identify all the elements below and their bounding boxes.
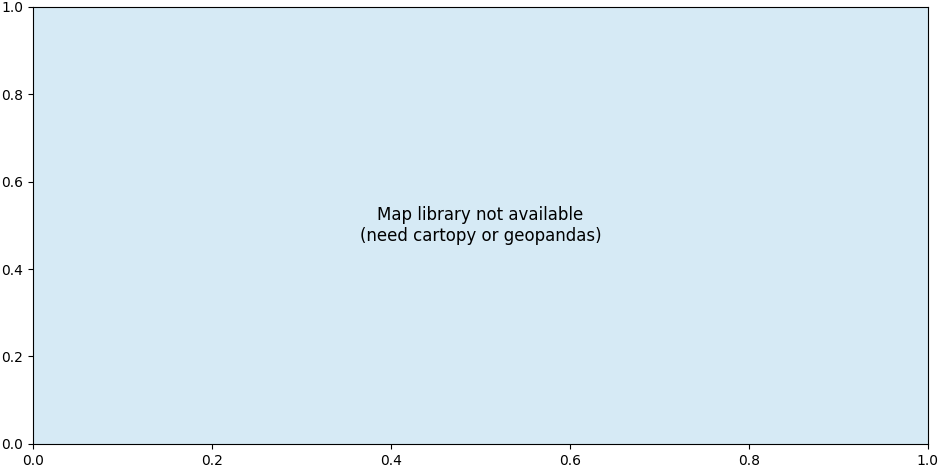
Text: Map library not available
(need cartopy or geopandas): Map library not available (need cartopy … (359, 206, 602, 245)
